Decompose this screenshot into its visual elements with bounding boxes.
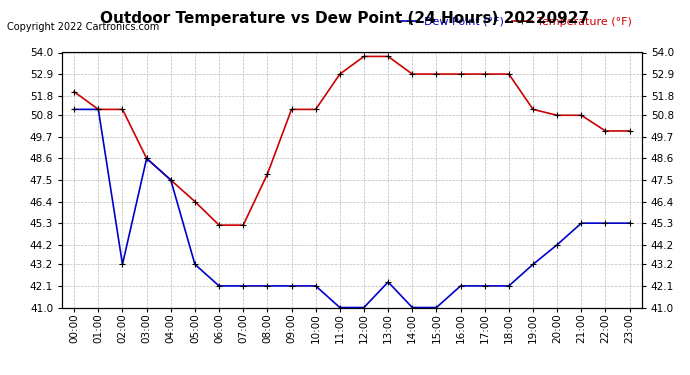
Text: Copyright 2022 Cartronics.com: Copyright 2022 Cartronics.com [7,22,159,33]
Text: Outdoor Temperature vs Dew Point (24 Hours) 20220927: Outdoor Temperature vs Dew Point (24 Hou… [101,11,589,26]
Legend: Dew Point (°F), Temperature (°F): Dew Point (°F), Temperature (°F) [395,12,636,31]
